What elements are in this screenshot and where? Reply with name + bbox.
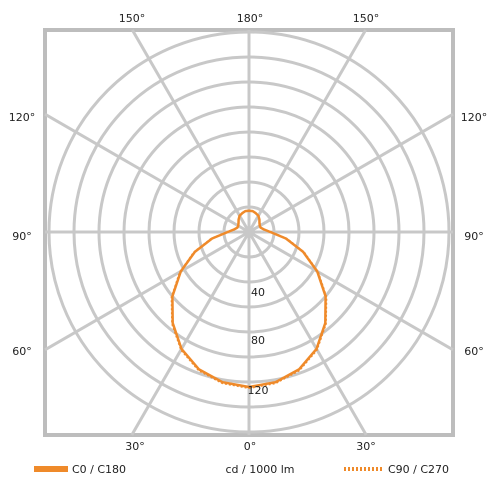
grid-spoke (44, 230, 250, 352)
angle-label-top: 180° (237, 12, 264, 25)
radial-tick-label: 120 (248, 384, 269, 397)
angle-label-top-left: 150° (119, 12, 146, 25)
polar-grid (44, 29, 454, 436)
angle-label-upper-right: 120° (461, 111, 488, 124)
angle-label-right: 90° (464, 230, 484, 243)
grid-spoke (247, 231, 368, 436)
series-c90-c270-curve (170, 210, 328, 390)
angle-label-bottom: 0° (244, 440, 257, 453)
angle-label-bottom-left: 30° (125, 440, 145, 453)
grid-spoke (44, 112, 250, 234)
angle-label-lower-right: 60° (464, 345, 484, 358)
radial-tick-label: 80 (251, 334, 265, 347)
grid-spoke (248, 230, 454, 352)
legend-label-c90-c270: C90 / C270 (388, 463, 449, 476)
grid-spoke (130, 231, 251, 436)
series-layer (170, 209, 328, 390)
angle-label-upper-left: 120° (9, 111, 36, 124)
radial-tick-label: 40 (251, 286, 265, 299)
angle-label-lower-left: 60° (12, 345, 32, 358)
angle-label-top-right: 150° (353, 12, 380, 25)
grid-spoke (131, 29, 251, 233)
angle-label-bottom-right: 30° (356, 440, 376, 453)
grid-spoke (247, 29, 367, 233)
angle-label-left: 90° (12, 230, 32, 243)
grid-spoke (248, 112, 454, 234)
legend-label-c0-c180: C0 / C180 (72, 463, 126, 476)
unit-label: cd / 1000 lm (226, 463, 295, 476)
